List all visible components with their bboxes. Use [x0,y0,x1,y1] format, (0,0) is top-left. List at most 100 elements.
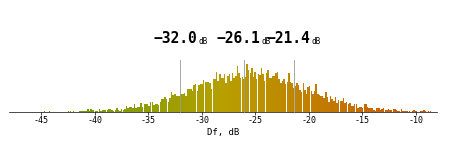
Bar [351,106,352,112]
Bar [97,111,98,112]
Bar [254,72,256,112]
Bar [335,97,336,112]
Bar [143,104,145,112]
Bar [230,81,232,112]
Bar [355,104,357,112]
Bar [364,104,365,112]
Bar [407,111,409,112]
Bar [317,94,318,112]
Bar [163,99,164,112]
Bar [251,68,253,112]
Bar [423,110,424,112]
Bar [87,109,89,112]
Bar [298,85,299,112]
Bar [333,101,335,112]
Bar [327,97,328,112]
Bar [182,94,184,112]
Bar [148,106,150,112]
Bar [322,96,323,112]
X-axis label: Df, dB: Df, dB [207,128,239,137]
Bar [412,111,413,112]
Bar [389,110,391,112]
Bar [158,105,160,112]
Bar [91,109,92,112]
Bar [123,110,124,112]
Bar [232,73,233,112]
Bar [237,66,238,112]
Bar [184,93,185,112]
Bar [378,108,380,112]
Text: −26.1: −26.1 [216,31,260,46]
Bar [256,79,258,112]
Bar [111,110,113,112]
Bar [343,98,344,112]
Bar [301,92,303,112]
Bar [160,102,161,112]
Bar [229,74,230,112]
Bar [420,111,421,112]
Bar [392,109,394,112]
Bar [208,82,209,112]
Bar [375,111,376,112]
Bar [385,110,386,112]
Bar [425,111,426,112]
Bar [168,102,169,112]
Bar [209,83,211,112]
Bar [139,107,140,112]
Bar [312,94,314,112]
Bar [394,109,396,112]
Bar [373,110,375,112]
Bar [172,95,174,112]
Bar [86,111,87,112]
Bar [345,103,346,112]
Bar [267,70,269,112]
Bar [219,74,221,112]
Bar [174,94,175,112]
Bar [235,76,237,112]
Bar [95,111,97,112]
Bar [169,98,170,112]
Bar [370,108,372,112]
Bar [81,111,83,112]
Text: −32.0: −32.0 [153,31,197,46]
Bar [221,78,222,112]
Bar [246,64,248,112]
Bar [357,108,359,112]
Bar [156,104,158,112]
Bar [243,79,244,112]
Bar [380,110,381,112]
Bar [311,92,312,112]
Bar [372,108,373,112]
Bar [100,111,101,112]
Bar [84,111,86,112]
Bar [197,92,198,112]
Bar [124,109,126,112]
Bar [120,111,121,112]
Bar [121,109,123,112]
Bar [346,102,347,112]
Bar [362,108,364,112]
Bar [315,84,317,112]
Bar [147,104,148,112]
Bar [116,108,118,112]
Bar [271,78,272,112]
Bar [135,108,137,112]
Bar [222,78,224,112]
Bar [132,108,134,112]
Bar [240,78,241,112]
Bar [391,110,392,112]
Bar [323,98,325,112]
Bar [274,76,275,112]
Bar [238,73,240,112]
Bar [83,111,84,112]
Bar [422,111,423,112]
Bar [248,70,249,112]
Bar [73,111,74,112]
Bar [306,94,307,112]
Bar [103,110,105,112]
Bar [234,78,235,112]
Bar [216,72,217,112]
Bar [277,72,278,112]
Bar [365,104,367,112]
Bar [110,109,111,112]
